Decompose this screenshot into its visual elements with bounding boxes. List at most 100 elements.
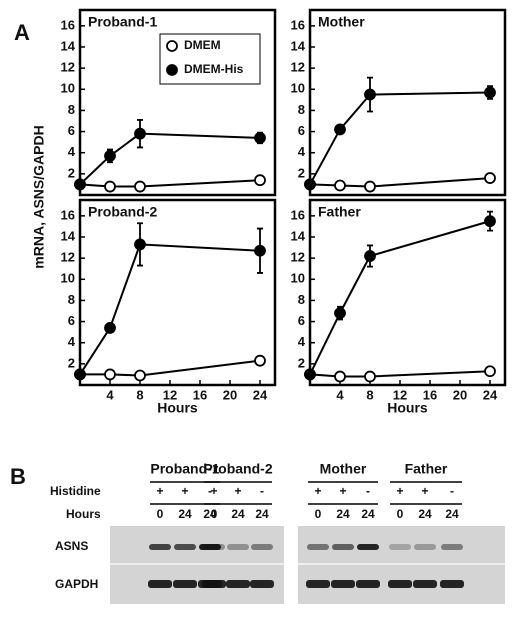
marker: [104, 322, 116, 334]
row-label: Histidine: [50, 484, 101, 498]
x-axis-label: Hours: [387, 400, 428, 416]
y-tick-label: 8: [68, 102, 75, 117]
x-tick-label: 12: [393, 387, 407, 402]
y-tick-label: 16: [291, 207, 305, 222]
histidine-cell: +: [396, 484, 403, 498]
y-tick-label: 16: [61, 207, 75, 222]
histidine-cell: -: [208, 484, 212, 498]
histidine-cell: -: [450, 484, 454, 498]
y-tick-label: 12: [61, 60, 75, 75]
hours-cell: 0: [211, 507, 218, 521]
plot-frame: [78, 198, 277, 387]
y-tick-label: 10: [291, 81, 305, 96]
y-tick-label: 8: [68, 292, 75, 307]
series-line: [309, 91, 491, 185]
marker: [334, 123, 346, 136]
legend-label: DMEM: [184, 38, 221, 52]
panel-title: Proband-1: [88, 14, 157, 30]
marker: [364, 370, 376, 383]
marker: [484, 215, 496, 228]
hours-cell: 0: [315, 507, 322, 521]
y-tick-label: 16: [61, 17, 75, 32]
band: [413, 580, 437, 588]
hours-cell: 24: [361, 507, 375, 521]
band: [251, 544, 273, 550]
y-tick-label: 14: [61, 228, 76, 243]
series-line: [80, 359, 261, 377]
y-tick-label: 4: [68, 144, 76, 159]
histidine-cell: +: [421, 484, 428, 498]
series-line: [79, 243, 261, 375]
marker: [134, 127, 146, 140]
band: [414, 544, 436, 550]
band-label: GAPDH: [55, 577, 98, 591]
x-tick-label: 20: [223, 387, 237, 402]
band: [199, 544, 221, 550]
marker: [104, 149, 116, 162]
y-tick-label: 10: [291, 271, 305, 286]
hours-cell: 24: [445, 507, 459, 521]
hours-cell: 0: [157, 507, 164, 521]
y-tick-label: 6: [298, 313, 305, 328]
marker: [364, 180, 376, 193]
y-tick-label: 2: [298, 355, 305, 370]
band: [388, 580, 412, 588]
x-axis-label: Hours: [157, 400, 198, 416]
blot-image: [110, 526, 505, 604]
band: [174, 544, 196, 550]
marker: [254, 354, 266, 367]
x-tick-label: 16: [193, 387, 207, 402]
band-label: ASNS: [55, 539, 88, 553]
histidine-cell: +: [234, 484, 241, 498]
histidine-cell: +: [314, 484, 321, 498]
marker: [484, 172, 496, 184]
band: [203, 544, 225, 550]
marker: [254, 174, 266, 187]
band: [356, 580, 380, 588]
group-label: Proband-1: [150, 461, 219, 477]
hours-cell: 24: [178, 507, 192, 521]
marker: [334, 307, 346, 320]
band: [250, 580, 274, 588]
marker: [254, 244, 266, 257]
marker: [104, 180, 116, 193]
y-tick-label: 4: [68, 334, 76, 349]
panel-title: Proband-2: [88, 204, 157, 220]
x-tick-label: 4: [336, 387, 344, 402]
series-line: [79, 132, 261, 186]
x-tick-label: 24: [253, 387, 268, 402]
x-tick-label: 16: [423, 387, 437, 402]
x-tick-label: 4: [106, 387, 114, 402]
band: [389, 544, 411, 550]
y-tick-label: 12: [291, 250, 305, 265]
y-tick-label: 12: [291, 60, 305, 75]
y-tick-label: 10: [61, 81, 75, 96]
plot-frame: [308, 198, 507, 387]
x-tick-label: 8: [136, 387, 143, 402]
x-tick-label: 20: [453, 387, 467, 402]
x-tick-label: 24: [483, 387, 498, 402]
histidine-cell: +: [181, 484, 188, 498]
marker: [254, 132, 266, 144]
y-tick-label: 2: [298, 165, 305, 180]
band: [307, 544, 329, 550]
y-tick-label: 4: [298, 144, 306, 159]
y-tick-label: 2: [68, 355, 75, 370]
legend-box: [159, 33, 261, 85]
band: [441, 544, 463, 550]
marker: [134, 238, 146, 251]
band: [149, 544, 171, 550]
hours-cell: 24: [418, 507, 432, 521]
y-tick-label: 2: [68, 165, 75, 180]
band: [202, 580, 226, 588]
panel-title: Mother: [318, 14, 365, 30]
marker: [134, 369, 146, 382]
band: [332, 544, 354, 550]
series-line: [309, 177, 491, 188]
group-label: Proband-2: [203, 461, 272, 477]
hours-cell: 24: [336, 507, 350, 521]
histidine-cell: -: [260, 484, 264, 498]
y-tick-label: 14: [291, 228, 306, 243]
legend-marker: [166, 64, 178, 76]
